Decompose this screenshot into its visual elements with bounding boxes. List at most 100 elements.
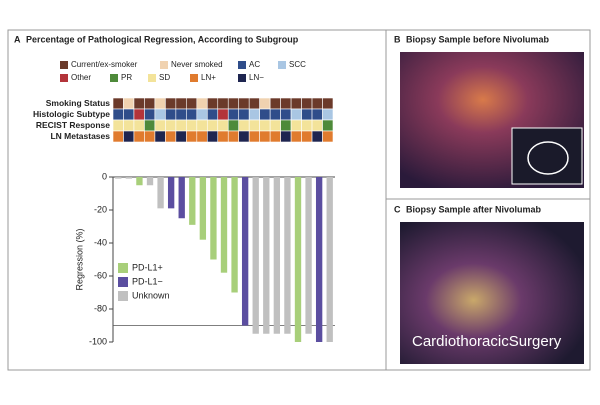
bar xyxy=(326,177,333,342)
y-tick-label: -40 xyxy=(94,237,107,247)
heatmap-cell xyxy=(217,130,229,143)
bar xyxy=(220,177,228,273)
bar xyxy=(157,177,164,209)
heatmap-cell xyxy=(311,97,323,110)
bar xyxy=(231,177,238,293)
bar xyxy=(263,177,270,334)
heatmap-cell xyxy=(123,97,135,110)
bar xyxy=(178,177,185,219)
legend-swatch xyxy=(190,74,198,82)
heatmap-cell xyxy=(269,108,281,121)
heatmap-cell xyxy=(196,97,208,110)
legend-swatch xyxy=(118,277,128,287)
heatmap-cell xyxy=(259,97,271,110)
bar xyxy=(241,177,249,326)
legend-label: Unknown xyxy=(132,290,170,300)
heatmap-cell xyxy=(322,108,334,121)
bar xyxy=(252,177,259,334)
heatmap-cell xyxy=(269,97,281,110)
inset xyxy=(511,127,583,185)
bar xyxy=(284,177,291,334)
heatmap-cell xyxy=(322,119,334,132)
heatmap-cell xyxy=(311,119,323,132)
bar xyxy=(125,177,133,179)
heatmap-cell xyxy=(280,97,292,110)
heatmap-cell xyxy=(123,108,135,121)
heatmap-cell xyxy=(311,108,323,121)
heatmap-cell xyxy=(112,119,124,132)
y-tick-label: -100 xyxy=(89,336,107,346)
heatmap-cell xyxy=(154,97,166,110)
micrograph xyxy=(400,222,584,364)
heatmap-cell xyxy=(269,119,281,132)
heatmap-cell xyxy=(227,119,240,132)
heatmap-cell xyxy=(301,119,313,132)
heatmap-cell xyxy=(259,130,271,143)
heatmap-cell xyxy=(322,97,334,110)
heatmap-cell xyxy=(301,108,313,121)
heatmap-cell xyxy=(227,97,240,110)
heatmap-cell xyxy=(196,119,208,132)
heatmap-cell xyxy=(165,119,177,132)
legend-label: LN+ xyxy=(201,73,216,82)
heatmap-cell xyxy=(133,97,145,110)
heatmap-cell xyxy=(259,119,271,132)
legend-label: Never smoked xyxy=(171,60,223,69)
heatmap-cell xyxy=(186,119,198,132)
legend-label: Current/ex-smoker xyxy=(71,60,138,69)
panel-title: Biopsy Sample after Nivolumab xyxy=(406,204,542,214)
legend-label: PD-L1− xyxy=(132,276,163,286)
legend-swatch xyxy=(238,61,246,69)
heatmap-cell xyxy=(165,108,177,121)
legend-label: SCC xyxy=(289,60,306,69)
heatmap-cell xyxy=(144,119,156,132)
y-tick-label: -20 xyxy=(94,204,107,214)
legend-swatch xyxy=(160,61,168,69)
legend-label: PD-L1+ xyxy=(132,262,163,272)
heatmap-cell xyxy=(259,108,271,121)
heatmap-cell xyxy=(248,108,260,121)
heatmap-cell xyxy=(301,130,313,143)
heatmap-cell xyxy=(227,130,240,143)
bar xyxy=(315,177,323,342)
bar xyxy=(294,177,302,342)
heatmap-cell xyxy=(206,108,219,121)
heatmap-cell xyxy=(311,130,323,143)
bar xyxy=(189,177,196,225)
heatmap-cell xyxy=(248,130,260,143)
heatmap-cell xyxy=(248,119,260,132)
heatmap-cell xyxy=(133,108,145,121)
legend-label: SD xyxy=(159,73,170,82)
heatmap-cell xyxy=(123,119,135,132)
frame xyxy=(7,29,591,371)
panel-letter: B xyxy=(394,34,401,44)
heatmap-cell xyxy=(280,119,292,132)
heatmap-cell xyxy=(196,130,208,143)
heatmap-cell xyxy=(238,130,250,143)
legend-label: Other xyxy=(71,73,91,82)
heatmap-cell xyxy=(175,108,187,121)
heatmap-cell xyxy=(206,119,219,132)
heatmap-cell xyxy=(175,97,187,110)
legend-swatch xyxy=(60,61,68,69)
heatmap-row-label: Histologic Subtype xyxy=(33,109,110,119)
chart-title: Percentage of Pathological Regression, A… xyxy=(26,34,299,44)
bar xyxy=(305,177,312,334)
heatmap-cell xyxy=(144,130,156,143)
y-tick-label: -60 xyxy=(94,270,107,280)
legend-label: LN− xyxy=(249,73,264,82)
heatmap-cell xyxy=(290,119,302,132)
bar xyxy=(115,177,122,179)
heatmap-cell xyxy=(269,130,281,143)
legend-label: AC xyxy=(249,60,260,69)
heatmap-cell xyxy=(290,97,302,110)
legend-swatch xyxy=(238,74,246,82)
legend-swatch xyxy=(118,263,128,273)
heatmap-cell xyxy=(154,130,166,143)
legend-swatch xyxy=(60,74,68,82)
legend-swatch xyxy=(278,61,286,69)
heatmap-cell xyxy=(133,130,145,143)
bar xyxy=(273,177,281,334)
bar xyxy=(167,177,175,209)
heatmap-cell xyxy=(248,97,260,110)
